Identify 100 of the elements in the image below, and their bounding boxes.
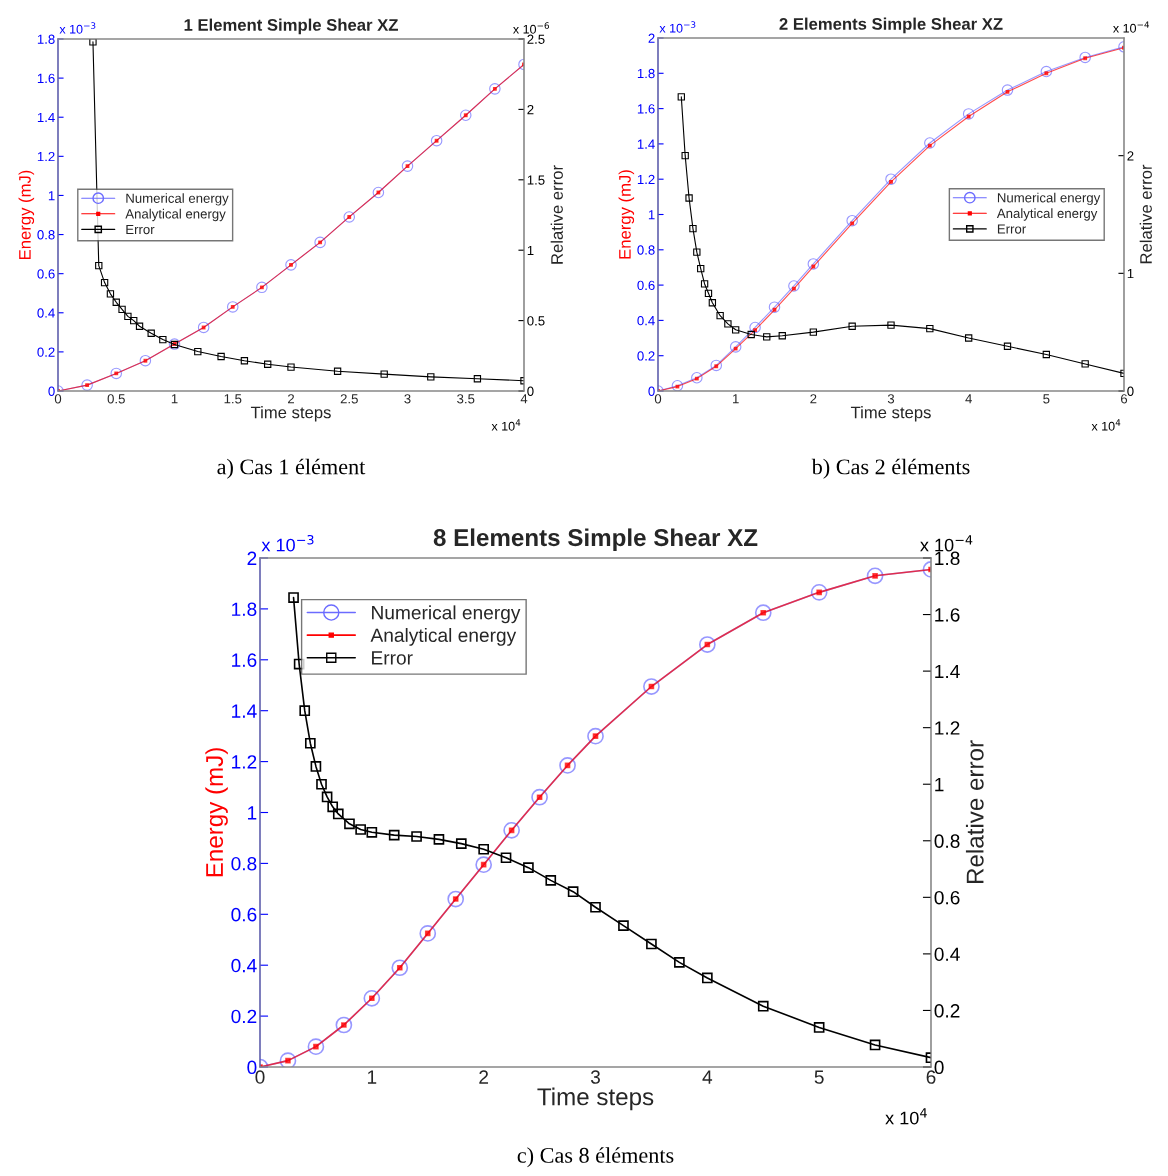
y2-axis-title: Relative error [550, 165, 563, 264]
text: x 10$^{−3}$ [261, 534, 314, 552]
y-tick-label: 0.6 [231, 907, 257, 922]
y2-tick-label: 0 [1127, 386, 1134, 396]
x-axis-title: Time steps [850, 406, 931, 422]
x-tick-label: 3 [404, 394, 411, 404]
y-tick-label: 1.2 [232, 755, 257, 769]
y2-tick-label: 0 [527, 386, 534, 396]
text: x 10$^{−4}$ [920, 535, 973, 552]
y2-axis-title: Relative error [965, 740, 984, 884]
y2-tick-label: 2 [527, 104, 534, 115]
text: x 10$^{4}$ [1091, 419, 1121, 431]
chart-title: 1 Element Simple Shear XZ [184, 18, 398, 35]
y2-tick-label: 1.4 [935, 664, 960, 679]
y-axis-title: Energy (mJ) [18, 170, 35, 260]
y-tick-label: 1.4 [637, 139, 655, 149]
text: b) Cas 2 éléments [811, 458, 970, 479]
y-tick-label: 1.8 [637, 68, 655, 79]
y2-tick-label: 0.5 [527, 316, 545, 326]
y2-tick-label: 1 [1127, 269, 1134, 279]
legend-label: Numerical energy [126, 193, 229, 206]
y2-tick-label: 1 [527, 245, 534, 255]
x-tick-label: 6 [926, 1070, 936, 1084]
y-axis-title: Energy (mJ) [618, 170, 635, 259]
y-tick-label: 0.2 [637, 351, 655, 361]
y-tick-label: 0.2 [37, 347, 55, 357]
x-axis-title: Time steps [250, 406, 331, 422]
y-tick-label: 1.6 [637, 104, 655, 114]
x-tick-label: 2.5 [340, 394, 358, 404]
text: a) Cas 1 élément [217, 458, 366, 479]
text: x 10$^{4}$ [885, 1108, 927, 1125]
y-axis-title: Energy (mJ) [205, 748, 228, 877]
x-tick-label: 4 [702, 1070, 713, 1084]
y2-tick-label: 0.4 [934, 947, 960, 962]
x-tick-label: 1 [367, 1070, 377, 1084]
legend-label: Analytical energy [370, 627, 517, 646]
y-tick-label: 1.6 [37, 73, 55, 84]
x-tick-label: 3 [887, 394, 895, 404]
legend-label: Error [997, 224, 1026, 234]
legend-label: Analytical energy [125, 208, 226, 222]
y2-tick-label: 0.6 [934, 890, 960, 905]
y-tick-label: 0.8 [637, 245, 655, 255]
legend-label: Error [126, 224, 155, 235]
text: x 10$^{−3}$ [59, 22, 96, 34]
legend-label: Analytical energy [996, 208, 1098, 221]
y2-tick-label: 1.5 [527, 175, 545, 185]
x-tick-label: 1 [171, 394, 178, 404]
x-tick-label: 5 [814, 1070, 824, 1084]
x-tick-label: 3 [590, 1070, 600, 1084]
y-tick-label: 1 [48, 191, 55, 201]
x-tick-label: 1.5 [224, 394, 242, 404]
y-tick-label: 0.6 [37, 269, 55, 279]
legend-label: Numerical energy [372, 605, 521, 624]
y-tick-label: 1.8 [232, 602, 257, 617]
x-tick-label: 4 [965, 394, 972, 404]
y-tick-label: 1.2 [37, 151, 55, 162]
y-tick-label: 1 [648, 210, 655, 220]
x-tick-label: 2 [288, 394, 295, 404]
y-tick-label: 0.4 [637, 315, 655, 326]
y2-tick-label: 1.2 [935, 721, 960, 735]
text: c) Cas 8 éléments [517, 1147, 674, 1168]
y-tick-label: 2 [247, 551, 257, 565]
x-tick-label: 6 [1121, 394, 1128, 404]
y-tick-label: 1.8 [37, 34, 55, 44]
y-tick-label: 0.2 [231, 1009, 257, 1024]
text: x 10$^{−3}$ [659, 21, 696, 33]
y2-tick-label: 1.6 [935, 608, 960, 622]
y-tick-label: 1.4 [232, 704, 257, 718]
x-tick-label: 3.5 [457, 394, 475, 404]
y-tick-label: 1.6 [232, 653, 257, 667]
y-tick-label: 2 [648, 33, 655, 43]
y2-tick-label: 1.8 [935, 551, 960, 566]
chart-title: 8 Elements Simple Shear XZ [433, 528, 758, 551]
y-tick-label: 1.2 [637, 174, 655, 184]
y-tick-label: 0 [48, 386, 55, 396]
y-tick-label: 0.6 [637, 280, 655, 291]
y-tick-label: 1 [248, 806, 257, 820]
y2-tick-label: 0.2 [934, 1004, 960, 1018]
x-tick-label: 2 [810, 394, 817, 404]
y-tick-label: 0.8 [37, 230, 55, 240]
legend-label: Numerical energy [997, 192, 1101, 206]
y2-tick-label: 1 [935, 777, 944, 792]
chart-title: 2 Elements Simple Shear XZ [779, 17, 1003, 34]
y-tick-label: 0.4 [37, 308, 55, 318]
y-tick-label: 0 [648, 386, 655, 396]
y-tick-label: 0.4 [231, 958, 257, 973]
x-tick-label: 1 [733, 394, 739, 404]
y-tick-label: 0.8 [231, 856, 257, 871]
x-tick-label: 5 [1043, 394, 1050, 404]
y2-tick-label: 2.5 [527, 34, 545, 44]
x-tick-label: 2 [479, 1070, 489, 1084]
x-tick-label: 0.5 [107, 394, 125, 404]
x-axis-title: Time steps [537, 1087, 654, 1111]
text: x 10$^{−6}$ [513, 22, 549, 34]
y-tick-label: 1.4 [37, 112, 55, 122]
y2-tick-label: 0.8 [934, 834, 960, 848]
legend-label: Error [372, 651, 413, 665]
text: x 10$^{−4}$ [1113, 21, 1150, 33]
y2-axis-title: Relative error [1139, 164, 1152, 264]
x-tick-label: 4 [520, 394, 528, 404]
